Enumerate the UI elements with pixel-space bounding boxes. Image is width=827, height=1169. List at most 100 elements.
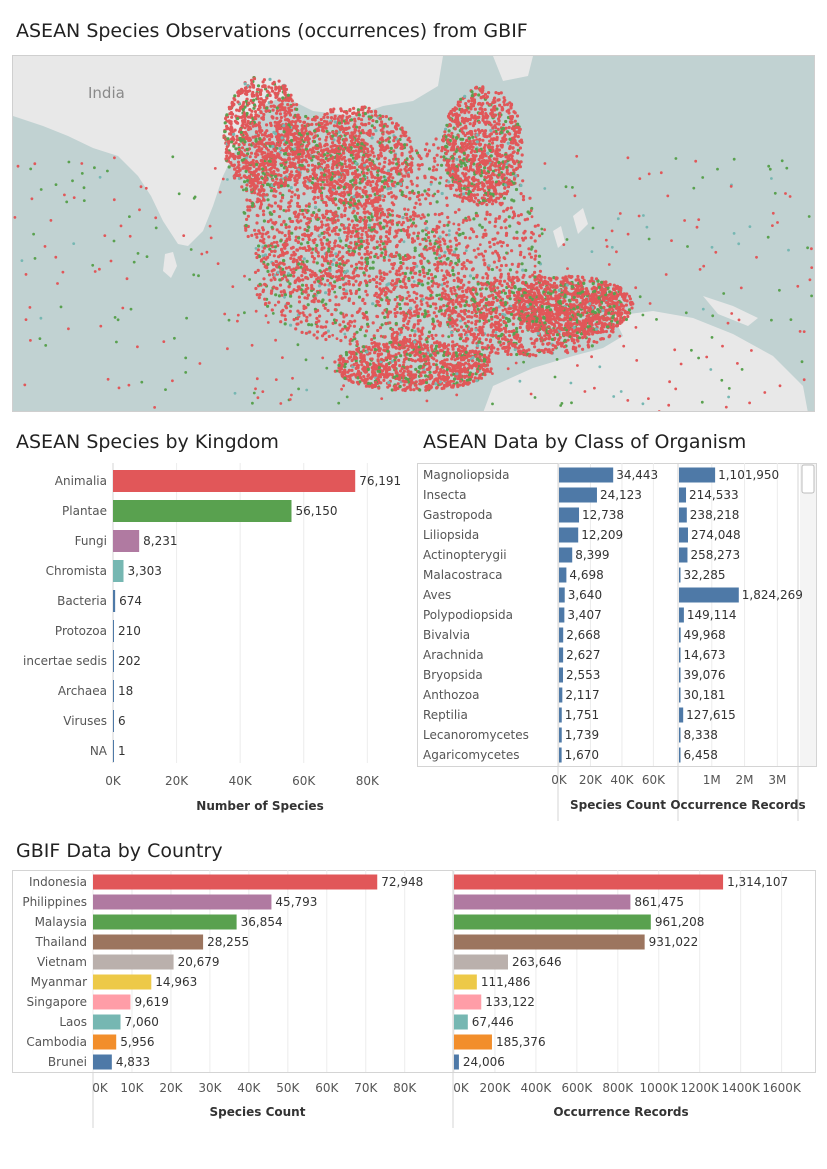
x-tick-label: 40K xyxy=(229,774,253,788)
x-tick-label: 400K xyxy=(521,1081,553,1095)
x-tick-label: 1000K xyxy=(640,1081,680,1095)
bar xyxy=(559,747,562,763)
x-tick-label: 0K xyxy=(92,1081,109,1095)
x-tick-label: 20K xyxy=(159,1081,183,1095)
bar xyxy=(679,507,687,523)
value-label: 32,285 xyxy=(684,568,726,582)
x-tick-label: 80K xyxy=(393,1081,417,1095)
bar xyxy=(679,547,688,563)
x-axis-title: Species Count xyxy=(210,1105,306,1119)
value-label: 238,218 xyxy=(690,508,740,522)
category-label: Bacteria xyxy=(57,594,107,608)
bar xyxy=(559,607,565,623)
x-tick-label: 60K xyxy=(292,774,316,788)
value-label: 36,854 xyxy=(241,915,283,929)
category-label: Animalia xyxy=(55,474,107,488)
value-label: 1,751 xyxy=(565,708,599,722)
value-label: 111,486 xyxy=(481,975,531,989)
x-tick-label: 60K xyxy=(315,1081,339,1095)
bar xyxy=(559,507,580,523)
bar xyxy=(93,974,152,990)
value-label: 2,627 xyxy=(566,648,600,662)
bar xyxy=(113,530,140,552)
value-label: 1,314,107 xyxy=(727,875,788,889)
bar xyxy=(113,620,114,642)
x-tick-label: 0K xyxy=(453,1081,470,1095)
category-label: Protozoa xyxy=(55,624,107,638)
bar xyxy=(679,567,681,583)
value-label: 6,458 xyxy=(684,748,718,762)
x-tick-label: 20K xyxy=(579,773,603,787)
bar xyxy=(93,954,174,970)
bar xyxy=(559,627,564,643)
kingdom-title: ASEAN Species by Kingdom xyxy=(16,431,279,453)
value-label: 24,123 xyxy=(600,488,642,502)
bar xyxy=(454,914,651,930)
bar xyxy=(679,627,681,643)
category-label: Actinopterygii xyxy=(423,548,507,562)
bar xyxy=(113,470,356,492)
map-label-india: India xyxy=(88,84,125,102)
country-title: GBIF Data by Country xyxy=(16,840,223,862)
x-tick-label: 60K xyxy=(642,773,666,787)
value-label: 12,738 xyxy=(582,508,624,522)
bar xyxy=(679,647,681,663)
category-label: incertae sedis xyxy=(23,654,107,668)
value-label: 274,048 xyxy=(691,528,741,542)
value-label: 76,191 xyxy=(359,474,401,488)
value-label: 6 xyxy=(118,714,126,728)
bar xyxy=(93,894,272,910)
value-label: 149,114 xyxy=(687,608,737,622)
value-label: 3,640 xyxy=(568,588,602,602)
x-tick-label: 1M xyxy=(703,773,721,787)
value-label: 67,446 xyxy=(472,1015,514,1029)
x-tick-label: 50K xyxy=(276,1081,300,1095)
category-label: Malaysia xyxy=(35,915,87,929)
x-tick-label: 2M xyxy=(736,773,754,787)
value-label: 2,553 xyxy=(566,668,600,682)
value-label: 24,006 xyxy=(463,1055,505,1069)
bar xyxy=(454,934,645,950)
category-label: Cambodia xyxy=(26,1035,87,1049)
bar xyxy=(454,974,477,990)
value-label: 127,615 xyxy=(686,708,736,722)
bar xyxy=(113,710,114,732)
bar xyxy=(559,667,564,683)
bar xyxy=(679,467,716,483)
value-label: 2,668 xyxy=(566,628,600,642)
x-axis-title: Species Count xyxy=(570,798,666,812)
category-label: Laos xyxy=(59,1015,87,1029)
category-label: Chromista xyxy=(46,564,107,578)
x-tick-label: 3M xyxy=(768,773,786,787)
category-label: Myanmar xyxy=(31,975,87,989)
bar xyxy=(679,687,681,703)
category-label: Liliopsida xyxy=(423,528,479,542)
bar xyxy=(679,727,681,743)
value-label: 1,101,950 xyxy=(718,468,779,482)
x-tick-label: 30K xyxy=(198,1081,222,1095)
value-label: 1 xyxy=(118,744,126,758)
bar xyxy=(679,747,681,763)
value-label: 34,443 xyxy=(616,468,658,482)
map-title: ASEAN Species Observations (occurrences)… xyxy=(16,20,528,42)
bar xyxy=(559,587,565,603)
x-axis-title: Occurrence Records xyxy=(553,1105,688,1119)
value-label: 56,150 xyxy=(295,504,337,518)
occurrence-map[interactable]: India xyxy=(12,55,815,412)
value-label: 12,209 xyxy=(581,528,623,542)
bar xyxy=(93,1034,117,1050)
bar xyxy=(559,707,562,723)
value-label: 45,793 xyxy=(275,895,317,909)
map-canvas: India xyxy=(13,56,814,411)
bar xyxy=(93,874,378,890)
bar xyxy=(679,707,684,723)
value-label: 931,022 xyxy=(649,935,699,949)
value-label: 214,533 xyxy=(689,488,739,502)
category-label: Bryopsida xyxy=(423,668,483,682)
category-label: Bivalvia xyxy=(423,628,470,642)
value-label: 263,646 xyxy=(512,955,562,969)
bar xyxy=(559,567,567,583)
bar xyxy=(93,994,131,1010)
bar xyxy=(454,1054,459,1070)
scrollbar-thumb[interactable] xyxy=(801,464,815,494)
